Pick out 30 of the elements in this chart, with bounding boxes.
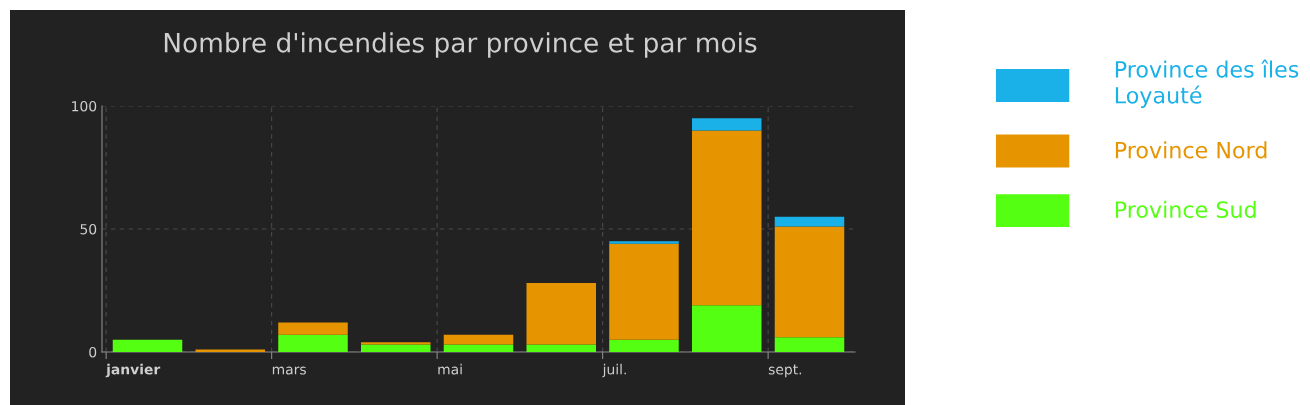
bar <box>526 283 596 345</box>
y-tick-label: 50 <box>80 223 97 235</box>
y-tick-label: 0 <box>89 346 97 358</box>
bar <box>361 342 431 345</box>
y-tick-label: 100 <box>72 100 97 112</box>
x-tick-label: janvier <box>105 363 161 378</box>
bar <box>774 337 845 352</box>
bar <box>691 118 762 131</box>
bar <box>443 344 514 352</box>
chart-title: Nombre d'incendies par province et par mois <box>164 32 757 58</box>
legend-label: Province Sud <box>1115 200 1256 219</box>
bar <box>691 305 762 352</box>
bar <box>609 339 679 352</box>
bar <box>443 334 514 345</box>
x-tick-label: juil. <box>602 363 626 378</box>
bar <box>774 216 845 227</box>
bar <box>609 243 679 340</box>
bar <box>278 334 348 352</box>
legend-label: Province des îles Loyauté <box>1115 59 1299 108</box>
bar <box>774 226 845 338</box>
bar <box>691 130 762 306</box>
bar <box>112 339 183 352</box>
bar <box>278 322 348 335</box>
x-tick-label: sept. <box>768 364 802 378</box>
x-tick-label: mai <box>438 363 462 375</box>
x-tick-label: mars <box>272 366 306 375</box>
legend-label: Province Nord <box>1115 141 1267 159</box>
bar <box>609 241 679 244</box>
bar <box>526 344 596 352</box>
bar <box>361 344 431 352</box>
